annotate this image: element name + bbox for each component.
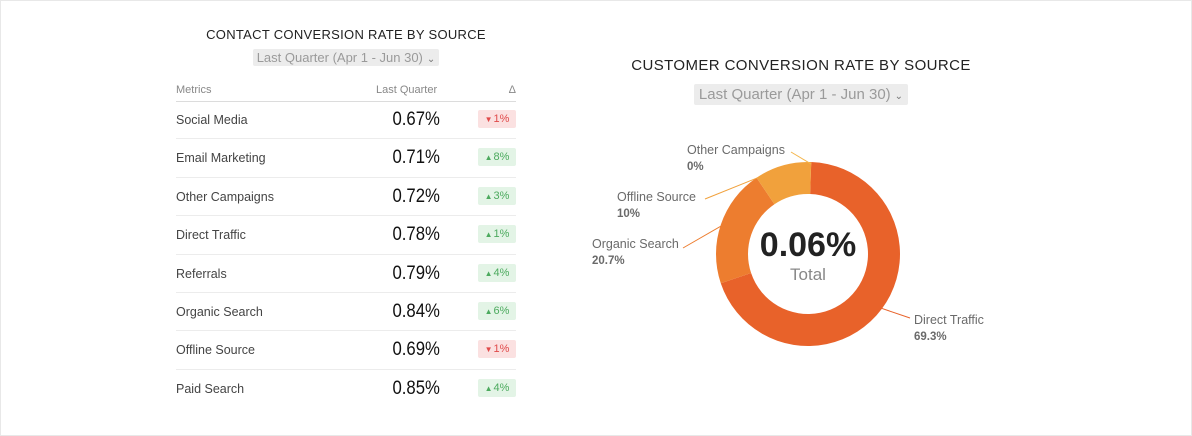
arrow-up-icon: ▲	[484, 306, 493, 316]
row-value-direct-traffic: 0.78%	[392, 224, 440, 246]
column-header-metrics: Metrics	[176, 84, 212, 96]
delta-badge-social-media: ▼1%	[478, 110, 516, 128]
delta-value: 1%	[493, 228, 510, 241]
delta-badge-offline-source: ▼1%	[478, 340, 516, 359]
table-header: Metrics Last Quarter Δ	[176, 80, 516, 102]
slice-percent-label: 69.3%	[914, 331, 947, 343]
donut-slice-organic-search[interactable]	[716, 177, 775, 284]
delta-badge-direct-traffic: ▲1%	[478, 225, 516, 244]
contact-conversion-title: CONTACT CONVERSION RATE BY SOURCE	[206, 27, 486, 42]
leader-line	[682, 224, 724, 249]
metrics-table: Social Media 0.67% ▼1% Email Marketing 0.71%…	[176, 101, 516, 407]
delta-badge-email-marketing: ▲8%	[478, 148, 516, 167]
table-row: Offline Source 0.69% ▼1%	[176, 331, 516, 370]
donut-hole	[749, 195, 867, 313]
delta-value: 4%	[493, 381, 510, 394]
delta-value: 1%	[493, 113, 510, 125]
delta-badge-other-campaigns: ▲3%	[478, 186, 516, 205]
donut-center-label: Total	[790, 265, 826, 284]
table-row: Referrals 0.79% ▲4%	[176, 255, 516, 293]
leader-line	[790, 151, 812, 165]
slice-label: Offline Source	[617, 190, 696, 204]
table-row: Email Marketing 0.71% ▲8%	[176, 139, 516, 178]
row-value-referrals: 0.79%	[392, 262, 440, 284]
row-label-referrals: Referrals	[176, 266, 227, 281]
arrow-down-icon: ▼	[484, 115, 493, 124]
row-value-social-media: 0.67%	[392, 109, 440, 130]
delta-value: 6%	[493, 304, 510, 317]
table-row: Direct Traffic 0.78% ▲1%	[176, 216, 516, 255]
slice-percent-label: 20.7%	[592, 255, 625, 267]
table-row: Other Campaigns 0.72% ▲3%	[176, 178, 516, 217]
row-label-direct-traffic: Direct Traffic	[176, 228, 246, 243]
customer-period-label: Last Quarter (Apr 1 - Jun 30)	[698, 86, 891, 103]
slice-label: Direct Traffic	[914, 313, 984, 327]
arrow-up-icon: ▲	[484, 268, 493, 278]
customer-conversion-title: CUSTOMER CONVERSION RATE BY SOURCE	[631, 57, 971, 74]
table-row: Organic Search 0.84% ▲6%	[176, 293, 516, 332]
delta-badge-organic-search: ▲6%	[478, 301, 516, 320]
row-value-offline-source: 0.69%	[392, 339, 440, 361]
arrow-up-icon: ▲	[484, 230, 493, 240]
row-label-email-marketing: Email Marketing	[176, 151, 266, 166]
delta-badge-referrals: ▲4%	[478, 263, 516, 282]
row-label-paid-search: Paid Search	[176, 381, 245, 396]
row-value-paid-search: 0.85%	[392, 377, 440, 399]
contact-period-dropdown[interactable]: Last Quarter (Apr 1 - Jun 30) ⌄	[252, 49, 440, 66]
slice-label: Other Campaigns	[687, 143, 785, 157]
column-header-delta: Δ	[508, 84, 516, 96]
donut-center-value: 0.06%	[760, 226, 856, 264]
column-header-last-quarter: Last Quarter	[376, 84, 438, 96]
delta-value: 3%	[493, 189, 510, 202]
slice-percent-label: 10%	[617, 208, 640, 220]
table-row: Paid Search 0.85% ▲4%	[176, 370, 516, 407]
customer-period-dropdown[interactable]: Last Quarter (Apr 1 - Jun 30) ⌄	[693, 84, 909, 105]
row-value-email-marketing: 0.71%	[392, 147, 440, 169]
slice-percent-label: 0%	[687, 161, 704, 173]
row-value-organic-search: 0.84%	[392, 300, 440, 322]
leader-line	[704, 167, 784, 200]
chevron-down-icon: ⌄	[426, 54, 436, 65]
delta-badge-paid-search: ▲4%	[478, 378, 516, 397]
contact-period-label: Last Quarter (Apr 1 - Jun 30)	[256, 50, 423, 65]
contact-period-wrap: Last Quarter (Apr 1 - Jun 30) ⌄	[176, 49, 516, 67]
arrow-down-icon: ▼	[484, 345, 493, 355]
row-label-offline-source: Offline Source	[176, 343, 255, 358]
table-row: Social Media 0.67% ▼1%	[176, 101, 516, 140]
delta-value: 8%	[493, 151, 510, 164]
arrow-up-icon: ▲	[484, 153, 493, 163]
row-label-other-campaigns: Other Campaigns	[176, 189, 274, 204]
arrow-up-icon: ▲	[484, 383, 493, 393]
delta-value: 4%	[493, 266, 510, 279]
donut-slice-other-campaigns[interactable]	[810, 162, 812, 195]
row-value-other-campaigns: 0.72%	[392, 185, 440, 207]
slice-label: Organic Search	[592, 237, 679, 251]
donut-slice-direct-traffic[interactable]	[720, 162, 901, 346]
delta-value: 1%	[493, 343, 510, 356]
customer-period-wrap: Last Quarter (Apr 1 - Jun 30) ⌄	[600, 84, 1002, 105]
arrow-up-icon: ▲	[484, 191, 493, 201]
chevron-down-icon: ⌄	[894, 91, 904, 102]
row-label-social-media: Social Media	[176, 113, 248, 127]
row-label-organic-search: Organic Search	[176, 304, 263, 319]
leader-line	[879, 307, 911, 319]
